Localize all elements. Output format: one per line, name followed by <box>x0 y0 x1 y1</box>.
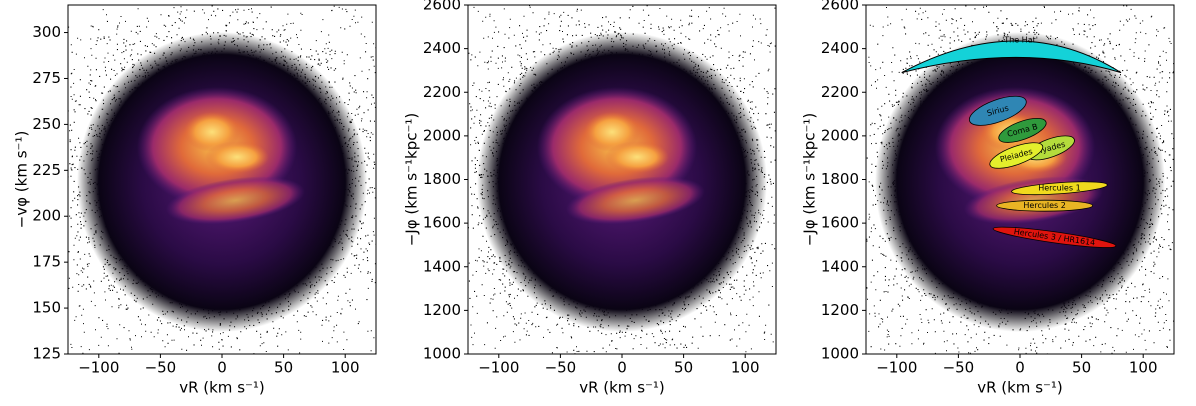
y-tick-label: 1400 <box>423 257 461 275</box>
y-tick-label: 2200 <box>821 83 859 101</box>
y-tick-label: 2600 <box>821 0 859 14</box>
x-tick-label: 100 <box>1129 359 1158 377</box>
y-tick-label: 225 <box>32 161 61 179</box>
x-tick-label: 50 <box>274 359 293 377</box>
y-tick-label: 250 <box>32 115 61 133</box>
y-axis-label: −vφ (km s⁻¹) <box>13 131 31 229</box>
annotation-shape <box>998 117 1047 143</box>
y-tick-label: 2400 <box>821 39 859 57</box>
x-tick-label: 0 <box>1015 359 1025 377</box>
x-axis-label: vR (km s⁻¹) <box>977 379 1063 397</box>
y-tick-label: 2200 <box>423 83 461 101</box>
annotation-label: 'The Hat' <box>1002 35 1038 44</box>
y-tick-label: 300 <box>32 23 61 41</box>
y-tick-label: 1200 <box>423 301 461 319</box>
y-tick-label: 1000 <box>821 345 859 363</box>
y-tick-label: 2000 <box>423 126 461 144</box>
annotation-shape <box>901 40 1122 74</box>
y-tick-label: 1800 <box>423 170 461 188</box>
x-tick-label: −50 <box>145 359 177 377</box>
annotation-shape <box>989 142 1044 169</box>
density-plot <box>468 5 776 354</box>
annotation-label: Hercules 1 <box>1038 184 1080 193</box>
x-tick-label: −50 <box>545 359 577 377</box>
density-peak <box>605 141 669 173</box>
x-tick-label: 0 <box>217 359 227 377</box>
y-tick-label: 2000 <box>821 126 859 144</box>
y-axis-label: −Jφ (km s⁻¹kpc⁻¹) <box>403 113 421 247</box>
density-arm <box>565 176 705 225</box>
y-tick-label: 1800 <box>821 170 859 188</box>
y-tick-label: 125 <box>32 345 61 363</box>
x-tick-label: 50 <box>674 359 693 377</box>
annotation-shape <box>992 226 1117 248</box>
x-tick-label: −100 <box>876 359 917 377</box>
density-arm <box>165 176 305 225</box>
y-tick-label: 275 <box>32 69 61 87</box>
x-tick-label: −100 <box>478 359 519 377</box>
x-tick-label: 0 <box>617 359 627 377</box>
x-tick-label: −100 <box>78 359 119 377</box>
y-tick-label: 200 <box>32 207 61 225</box>
annotation-label: Hercules 2 <box>1023 201 1065 210</box>
y-tick-label: 1000 <box>423 345 461 363</box>
x-tick-label: 100 <box>331 359 360 377</box>
annotation-shape <box>996 199 1094 212</box>
x-axis-label: vR (km s⁻¹) <box>579 379 665 397</box>
y-tick-label: 175 <box>32 253 61 271</box>
annotation-shape <box>1011 181 1108 196</box>
y-tick-label: 150 <box>32 299 61 317</box>
x-axis-label: vR (km s⁻¹) <box>179 379 265 397</box>
y-tick-label: 2600 <box>423 0 461 14</box>
y-tick-label: 1200 <box>821 301 859 319</box>
density-plot <box>68 5 376 354</box>
x-tick-label: −50 <box>943 359 975 377</box>
x-tick-label: 100 <box>731 359 760 377</box>
y-tick-label: 1600 <box>821 214 859 232</box>
x-tick-label: 50 <box>1072 359 1091 377</box>
y-tick-label: 2400 <box>423 39 461 57</box>
y-tick-label: 1600 <box>423 214 461 232</box>
annotation-shape <box>968 95 1027 126</box>
y-tick-label: 1400 <box>821 257 859 275</box>
density-peak <box>205 141 269 173</box>
y-axis-label: −Jφ (km s⁻¹kpc⁻¹) <box>801 113 819 247</box>
